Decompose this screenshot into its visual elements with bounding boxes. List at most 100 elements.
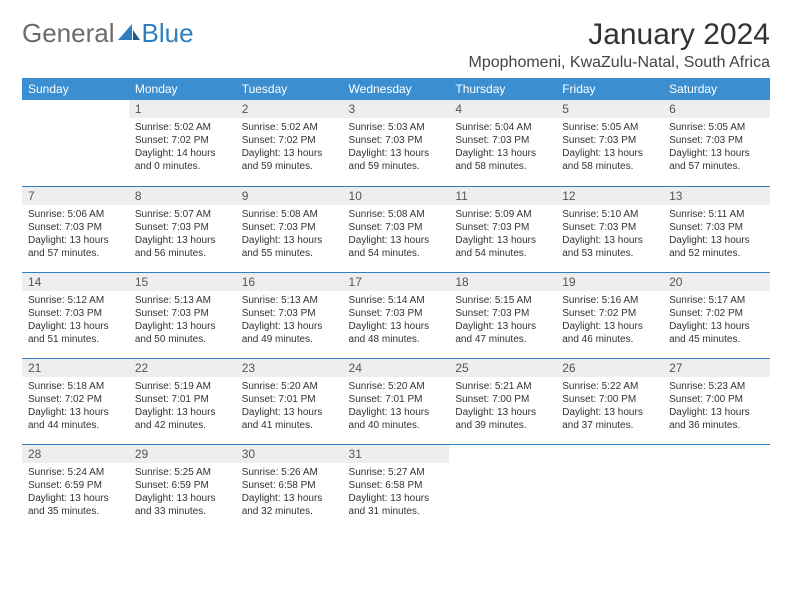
weekday-header: Sunday [22,78,129,100]
calendar-day-cell: 24Sunrise: 5:20 AMSunset: 7:01 PMDayligh… [343,358,450,444]
sunset-line: Sunset: 7:03 PM [135,307,230,320]
sunrise-line: Sunrise: 5:10 AM [562,208,657,221]
sunrise-line: Sunrise: 5:09 AM [455,208,550,221]
calendar-day-cell: 11Sunrise: 5:09 AMSunset: 7:03 PMDayligh… [449,186,556,272]
location-subtitle: Mpophomeni, KwaZulu-Natal, South Africa [469,54,770,72]
day-details: Sunrise: 5:27 AMSunset: 6:58 PMDaylight:… [343,463,450,522]
day-details: Sunrise: 5:13 AMSunset: 7:03 PMDaylight:… [236,291,343,350]
sunset-line: Sunset: 7:03 PM [349,221,444,234]
calendar-day-cell: 12Sunrise: 5:10 AMSunset: 7:03 PMDayligh… [556,186,663,272]
sunrise-line: Sunrise: 5:26 AM [242,466,337,479]
calendar-week-row: 21Sunrise: 5:18 AMSunset: 7:02 PMDayligh… [22,358,770,444]
day-details: Sunrise: 5:06 AMSunset: 7:03 PMDaylight:… [22,205,129,264]
sunrise-line: Sunrise: 5:19 AM [135,380,230,393]
day-number: 12 [556,187,663,205]
calendar-day-cell: 29Sunrise: 5:25 AMSunset: 6:59 PMDayligh… [129,444,236,530]
calendar-day-cell: 25Sunrise: 5:21 AMSunset: 7:00 PMDayligh… [449,358,556,444]
daylight-line: Daylight: 13 hours [455,234,550,247]
sunrise-line: Sunrise: 5:14 AM [349,294,444,307]
daylight-line: and 52 minutes. [669,247,764,260]
daylight-line: Daylight: 13 hours [28,492,123,505]
calendar-day-cell: 21Sunrise: 5:18 AMSunset: 7:02 PMDayligh… [22,358,129,444]
sunrise-line: Sunrise: 5:20 AM [349,380,444,393]
weekday-header: Friday [556,78,663,100]
day-details: Sunrise: 5:15 AMSunset: 7:03 PMDaylight:… [449,291,556,350]
day-details: Sunrise: 5:04 AMSunset: 7:03 PMDaylight:… [449,118,556,177]
day-details: Sunrise: 5:14 AMSunset: 7:03 PMDaylight:… [343,291,450,350]
sunset-line: Sunset: 6:58 PM [242,479,337,492]
day-number: 5 [556,100,663,118]
sunrise-line: Sunrise: 5:25 AM [135,466,230,479]
sunset-line: Sunset: 7:03 PM [242,221,337,234]
sunrise-line: Sunrise: 5:18 AM [28,380,123,393]
sunset-line: Sunset: 7:03 PM [669,134,764,147]
day-details: Sunrise: 5:09 AMSunset: 7:03 PMDaylight:… [449,205,556,264]
day-details: Sunrise: 5:17 AMSunset: 7:02 PMDaylight:… [663,291,770,350]
sunrise-line: Sunrise: 5:13 AM [242,294,337,307]
day-number: 7 [22,187,129,205]
day-details: Sunrise: 5:21 AMSunset: 7:00 PMDaylight:… [449,377,556,436]
daylight-line: Daylight: 13 hours [562,320,657,333]
daylight-line: Daylight: 13 hours [242,147,337,160]
sunset-line: Sunset: 7:00 PM [562,393,657,406]
sunset-line: Sunset: 7:00 PM [669,393,764,406]
daylight-line: and 42 minutes. [135,419,230,432]
calendar-day-cell: 4Sunrise: 5:04 AMSunset: 7:03 PMDaylight… [449,100,556,186]
daylight-line: Daylight: 13 hours [349,234,444,247]
day-details: Sunrise: 5:02 AMSunset: 7:02 PMDaylight:… [129,118,236,177]
sunrise-line: Sunrise: 5:08 AM [242,208,337,221]
daylight-line: and 45 minutes. [669,333,764,346]
weekday-header: Saturday [663,78,770,100]
daylight-line: Daylight: 13 hours [28,320,123,333]
sunset-line: Sunset: 7:00 PM [455,393,550,406]
day-number: 15 [129,273,236,291]
daylight-line: and 44 minutes. [28,419,123,432]
calendar-day-cell [556,444,663,530]
daylight-line: and 54 minutes. [349,247,444,260]
calendar-day-cell: 8Sunrise: 5:07 AMSunset: 7:03 PMDaylight… [129,186,236,272]
sunset-line: Sunset: 7:02 PM [135,134,230,147]
sunrise-line: Sunrise: 5:15 AM [455,294,550,307]
daylight-line: and 54 minutes. [455,247,550,260]
day-number: 22 [129,359,236,377]
sunset-line: Sunset: 7:02 PM [669,307,764,320]
sunrise-line: Sunrise: 5:02 AM [242,121,337,134]
day-number: 14 [22,273,129,291]
day-number: 18 [449,273,556,291]
sunrise-line: Sunrise: 5:11 AM [669,208,764,221]
calendar-day-cell [663,444,770,530]
calendar-day-cell: 19Sunrise: 5:16 AMSunset: 7:02 PMDayligh… [556,272,663,358]
daylight-line: Daylight: 13 hours [135,406,230,419]
daylight-line: and 57 minutes. [28,247,123,260]
daylight-line: and 59 minutes. [242,160,337,173]
weekday-header: Tuesday [236,78,343,100]
daylight-line: and 57 minutes. [669,160,764,173]
sunrise-line: Sunrise: 5:16 AM [562,294,657,307]
daylight-line: Daylight: 13 hours [242,320,337,333]
calendar-day-cell: 9Sunrise: 5:08 AMSunset: 7:03 PMDaylight… [236,186,343,272]
sunrise-line: Sunrise: 5:12 AM [28,294,123,307]
calendar-week-row: 14Sunrise: 5:12 AMSunset: 7:03 PMDayligh… [22,272,770,358]
day-number: 6 [663,100,770,118]
sunset-line: Sunset: 7:01 PM [242,393,337,406]
sunset-line: Sunset: 7:03 PM [349,307,444,320]
calendar-day-cell: 17Sunrise: 5:14 AMSunset: 7:03 PMDayligh… [343,272,450,358]
sunrise-line: Sunrise: 5:02 AM [135,121,230,134]
calendar-day-cell: 15Sunrise: 5:13 AMSunset: 7:03 PMDayligh… [129,272,236,358]
sunrise-line: Sunrise: 5:24 AM [28,466,123,479]
daylight-line: Daylight: 13 hours [562,406,657,419]
calendar-day-cell: 10Sunrise: 5:08 AMSunset: 7:03 PMDayligh… [343,186,450,272]
calendar-week-row: 28Sunrise: 5:24 AMSunset: 6:59 PMDayligh… [22,444,770,530]
daylight-line: and 51 minutes. [28,333,123,346]
day-details: Sunrise: 5:11 AMSunset: 7:03 PMDaylight:… [663,205,770,264]
day-details: Sunrise: 5:05 AMSunset: 7:03 PMDaylight:… [556,118,663,177]
day-details: Sunrise: 5:16 AMSunset: 7:02 PMDaylight:… [556,291,663,350]
day-number: 21 [22,359,129,377]
sunset-line: Sunset: 7:03 PM [242,307,337,320]
day-details: Sunrise: 5:08 AMSunset: 7:03 PMDaylight:… [236,205,343,264]
day-number: 4 [449,100,556,118]
daylight-line: Daylight: 13 hours [349,320,444,333]
daylight-line: and 47 minutes. [455,333,550,346]
sunrise-line: Sunrise: 5:27 AM [349,466,444,479]
sunrise-line: Sunrise: 5:23 AM [669,380,764,393]
